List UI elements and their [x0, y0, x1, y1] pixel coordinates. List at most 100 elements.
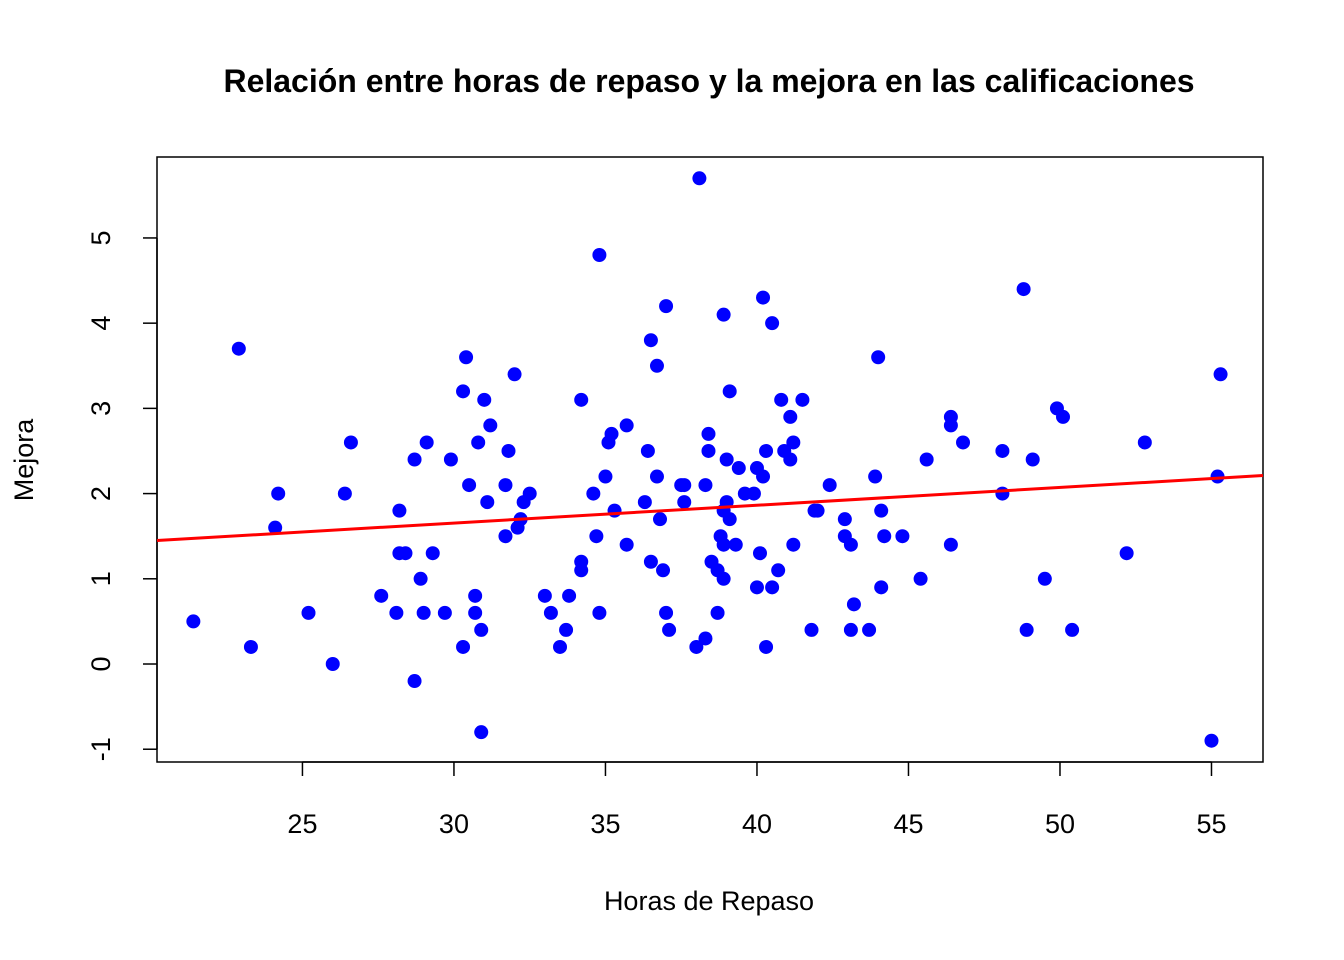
y-tick-label: 4: [86, 316, 116, 331]
y-tick-label: 5: [86, 230, 116, 245]
data-point: [662, 622, 677, 637]
data-point: [592, 605, 607, 620]
data-point: [586, 486, 601, 501]
data-point: [186, 614, 201, 629]
data-point: [843, 622, 858, 637]
data-point: [443, 452, 458, 467]
data-point: [592, 247, 607, 262]
data-point: [392, 503, 407, 518]
data-point: [1204, 733, 1219, 748]
data-point: [810, 503, 825, 518]
data-point: [637, 495, 652, 510]
data-point: [1213, 367, 1228, 382]
data-point: [604, 426, 619, 441]
data-point: [243, 639, 258, 654]
data-point: [716, 307, 731, 322]
data-point: [649, 469, 664, 484]
data-point: [716, 571, 731, 586]
data-point: [783, 452, 798, 467]
data-point: [498, 529, 513, 544]
y-tick-label: 0: [86, 656, 116, 671]
y-tick-label: 1: [86, 571, 116, 586]
data-point: [728, 537, 743, 552]
data-point: [701, 426, 716, 441]
data-point: [543, 605, 558, 620]
data-point: [1016, 282, 1031, 297]
data-point: [774, 392, 789, 407]
data-point: [653, 512, 668, 527]
data-point: [862, 622, 877, 637]
data-point: [537, 588, 552, 603]
data-point: [874, 580, 889, 595]
x-tick-label: 40: [742, 809, 772, 839]
data-point: [474, 622, 489, 637]
data-point: [474, 725, 489, 740]
data-point: [746, 486, 761, 501]
data-point: [1119, 546, 1134, 561]
data-point: [756, 290, 771, 305]
data-point: [574, 554, 589, 569]
data-point: [553, 639, 568, 654]
data-points: [186, 171, 1228, 748]
data-point: [716, 537, 731, 552]
data-point: [468, 605, 483, 620]
data-point: [943, 418, 958, 433]
data-point: [468, 588, 483, 603]
data-point: [425, 546, 440, 561]
data-point: [677, 478, 692, 493]
data-point: [759, 639, 774, 654]
y-tick-label: 3: [86, 401, 116, 416]
data-point: [1137, 435, 1152, 450]
data-point: [719, 452, 734, 467]
x-axis: 25 30 35 40 45 50 55: [287, 761, 1227, 839]
data-point: [1025, 452, 1040, 467]
data-point: [919, 452, 934, 467]
data-point: [677, 495, 692, 510]
data-point: [846, 597, 861, 612]
data-point: [701, 443, 716, 458]
data-point: [765, 316, 780, 331]
data-point: [722, 512, 737, 527]
data-point: [895, 529, 910, 544]
data-point: [343, 435, 358, 450]
data-point: [837, 512, 852, 527]
data-point: [398, 546, 413, 561]
data-point: [804, 622, 819, 637]
data-point: [507, 367, 522, 382]
data-point: [649, 358, 664, 373]
x-axis-label: Horas de Repaso: [604, 886, 814, 916]
data-point: [722, 384, 737, 399]
data-point: [786, 435, 801, 450]
data-point: [268, 520, 283, 535]
chart-title: Relación entre horas de repaso y la mejo…: [223, 63, 1194, 99]
data-point: [795, 392, 810, 407]
x-tick-label: 50: [1045, 809, 1075, 839]
data-point: [459, 350, 474, 365]
data-point: [1037, 571, 1052, 586]
data-point: [413, 571, 428, 586]
data-point: [480, 495, 495, 510]
data-point: [598, 469, 613, 484]
data-point: [783, 409, 798, 424]
data-point: [619, 418, 634, 433]
data-point: [483, 418, 498, 433]
data-point: [619, 537, 634, 552]
data-point: [871, 350, 886, 365]
x-tick-label: 30: [439, 809, 469, 839]
data-point: [765, 580, 780, 595]
data-point: [607, 503, 622, 518]
data-point: [574, 392, 589, 407]
x-tick-label: 55: [1196, 809, 1226, 839]
data-point: [301, 605, 316, 620]
data-point: [843, 537, 858, 552]
data-point: [868, 469, 883, 484]
data-point: [1210, 469, 1225, 484]
data-point: [643, 554, 658, 569]
data-point: [956, 435, 971, 450]
data-point: [643, 333, 658, 348]
y-tick-label: -1: [86, 737, 116, 761]
data-point: [995, 486, 1010, 501]
data-point: [498, 478, 513, 493]
data-point: [562, 588, 577, 603]
